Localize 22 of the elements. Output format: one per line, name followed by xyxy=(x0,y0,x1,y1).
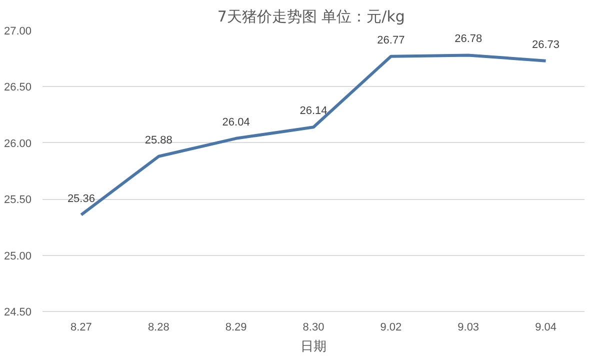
y-tick-label: 25.00 xyxy=(4,250,32,262)
y-tick-label: 27.00 xyxy=(4,26,32,38)
x-tick-label: 8.29 xyxy=(225,322,247,334)
data-label: 26.04 xyxy=(222,116,250,128)
x-tick-label: 9.03 xyxy=(458,322,480,334)
data-label: 26.14 xyxy=(300,105,328,118)
data-label: 25.36 xyxy=(67,192,95,205)
data-label: 26.77 xyxy=(377,34,405,46)
y-tick-label: 25.50 xyxy=(4,194,32,206)
y-tick-label: 26.50 xyxy=(4,82,32,94)
x-tick-label: 9.02 xyxy=(380,322,402,334)
x-tick-label: 9.04 xyxy=(535,322,557,334)
x-tick-label: 8.27 xyxy=(70,322,92,334)
x-tick-label: 8.30 xyxy=(302,322,324,334)
x-tick-label: 8.28 xyxy=(148,322,170,334)
data-label: 25.88 xyxy=(144,134,172,146)
chart-title: 7天猪价走势图 单位：元/kg xyxy=(217,8,405,26)
x-axis-title: 日期 xyxy=(300,338,326,354)
data-label: 26.73 xyxy=(532,38,560,51)
data-label: 26.78 xyxy=(454,33,482,46)
y-tick-label: 26.00 xyxy=(4,138,32,150)
y-tick-label: 24.50 xyxy=(4,306,32,318)
